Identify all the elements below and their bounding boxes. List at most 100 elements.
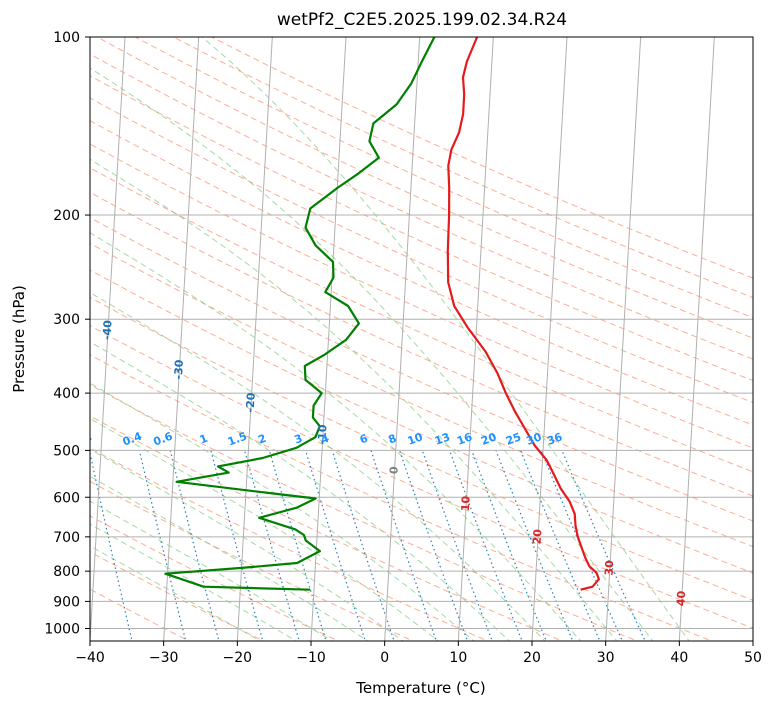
x-tick-label: −40 — [75, 650, 105, 666]
mixing-ratio-label: 4 — [319, 432, 331, 447]
dry-adiabat-line — [90, 143, 753, 449]
isotherm-label: 0 — [387, 466, 400, 475]
dry-adiabat-line — [90, 191, 753, 497]
dry-adiabat-line — [90, 97, 753, 404]
y-tick-label: 700 — [53, 530, 80, 546]
plot-area: -100-90-80-70-60-50-40-30-20-10010203040… — [24, 37, 753, 643]
y-tick-label: 600 — [53, 490, 80, 506]
isotherm-line — [384, 37, 421, 641]
dry-adiabat-line — [90, 415, 564, 641]
mixing-ratio-label: 30 — [525, 430, 544, 448]
mixing-ratio-line — [169, 450, 220, 641]
isotherm-line — [236, 37, 273, 641]
mixing-ratio-line — [331, 450, 395, 641]
mixing-ratio-line — [370, 450, 438, 641]
temperature-profile-line — [446, 37, 600, 591]
y-tick-label: 800 — [53, 564, 80, 580]
dry-adiabat-line — [90, 325, 753, 629]
mixing-ratio-line — [471, 450, 547, 641]
moist-adiabat-line — [90, 158, 618, 641]
mixing-ratio-line — [268, 450, 327, 641]
mixing-ratio-line — [210, 450, 264, 641]
mixing-ratio-label: 1 — [198, 432, 210, 447]
dry-adiabat-line — [210, 37, 753, 279]
dewpoint-profile-line — [164, 37, 436, 591]
mixing-ratio-label: 36 — [545, 430, 564, 448]
mixing-ratio-line — [244, 450, 300, 641]
x-tick-label: 40 — [670, 650, 688, 666]
mixing-ratio-line — [561, 450, 646, 641]
isotherm-line — [163, 37, 200, 641]
isotherm-label: 20 — [531, 528, 545, 544]
moist-adiabat-line — [90, 382, 475, 641]
isotherm-label: 30 — [602, 560, 616, 576]
mixing-ratio-label: 0.4 — [121, 430, 144, 449]
reference-lines: -100-90-80-70-60-50-40-30-20-10010203040… — [24, 37, 753, 643]
x-axis-label: Temperature (°C) — [355, 679, 485, 697]
isotherm-line — [90, 37, 126, 641]
x-tick-label: −20 — [223, 650, 253, 666]
x-tick-label: 20 — [523, 650, 541, 666]
dry-adiabat-line — [90, 296, 753, 601]
y-tick-label: 900 — [53, 594, 80, 610]
moist-adiabat-line — [90, 500, 333, 641]
mixing-ratio-label: 3 — [293, 432, 305, 447]
mixing-ratio-label: 0.2 — [71, 430, 94, 449]
isotherm-line — [752, 632, 753, 641]
plot-frame — [89, 36, 754, 642]
mixing-ratio-label: 16 — [455, 430, 474, 448]
x-tick-label: 10 — [449, 650, 467, 666]
y-axis-label: Pressure (hPa) — [10, 285, 28, 393]
isotherm-line — [531, 37, 568, 641]
mixing-ratio-line — [138, 450, 187, 641]
mixing-ratio-label: 10 — [406, 430, 425, 448]
y-tick-label: 1000 — [44, 621, 80, 637]
dry-adiabat-line — [90, 480, 415, 641]
moist-adiabat-line — [90, 67, 654, 641]
y-tick-label: 200 — [53, 208, 80, 224]
y-tick-label: 500 — [53, 443, 80, 459]
isotherm-label: -20 — [244, 392, 258, 413]
dry-adiabat-line — [90, 75, 753, 382]
dry-adiabat-line — [90, 447, 489, 641]
dry-adiabat-line — [90, 269, 753, 574]
dry-adiabat-line — [90, 384, 639, 641]
isotherm-label: -30 — [172, 359, 186, 380]
y-tick-label: 100 — [53, 30, 80, 46]
axes: −40 −30 −20 −10 0 10 20 30 40 5010020030040050060… — [44, 30, 762, 666]
isotherm-line — [310, 37, 347, 641]
x-tick-label: 50 — [744, 650, 762, 666]
moist-adiabat-line — [90, 417, 440, 641]
dry-adiabat-line — [90, 588, 190, 641]
dry-adiabat-line — [90, 515, 340, 641]
mixing-ratio-label: 6 — [358, 432, 370, 447]
dry-adiabat-line — [90, 167, 753, 473]
isotherm-label: 40 — [674, 590, 688, 606]
mixing-ratio-label: 8 — [387, 432, 399, 447]
isotherm-label: -40 — [100, 319, 114, 340]
mixing-ratio-line — [449, 450, 523, 641]
isotherm-line — [678, 37, 715, 641]
mixing-ratio-line — [43, 450, 83, 643]
dry-adiabat-line — [90, 242, 753, 548]
mixing-ratio-label: 0.6 — [152, 430, 175, 449]
moist-adiabat-line — [201, 37, 690, 641]
dry-adiabat-line — [172, 37, 753, 299]
y-tick-label: 400 — [53, 386, 80, 402]
moist-adiabat-line — [90, 341, 511, 641]
y-tick-label: 300 — [53, 312, 80, 328]
dry-adiabat-line — [90, 120, 753, 426]
isotherm-label: -10 — [315, 424, 329, 445]
dry-adiabat-line — [90, 551, 265, 641]
dry-adiabat-line — [90, 53, 753, 360]
isotherm-label: -50 — [29, 281, 43, 302]
x-tick-label: −30 — [149, 650, 179, 666]
mixing-ratio-label: 1.5 — [226, 430, 249, 449]
mixing-ratio-label: 0.1 — [24, 430, 47, 449]
mixing-ratio-label: 20 — [479, 430, 498, 448]
mixing-ratio-label: 2 — [256, 432, 268, 447]
mixing-ratio-line — [399, 450, 469, 641]
mixing-ratio-line — [495, 450, 574, 641]
dry-adiabat-line — [134, 37, 753, 319]
